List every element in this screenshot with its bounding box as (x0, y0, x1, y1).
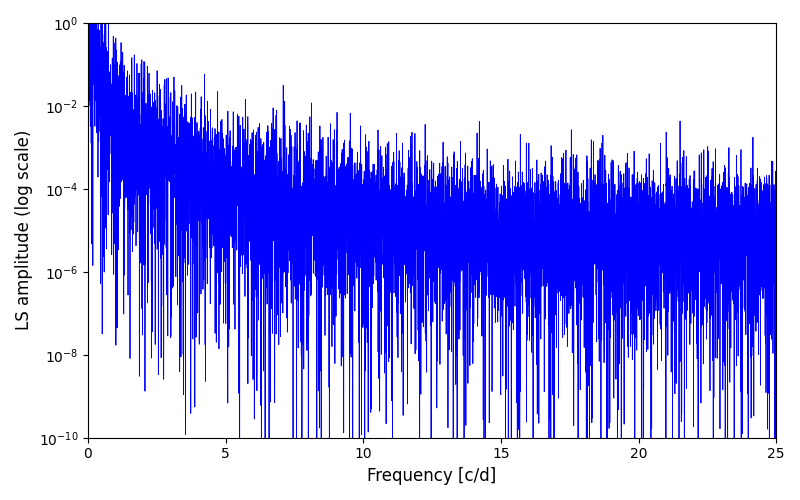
Y-axis label: LS amplitude (log scale): LS amplitude (log scale) (15, 130, 33, 330)
X-axis label: Frequency [c/d]: Frequency [c/d] (367, 467, 497, 485)
